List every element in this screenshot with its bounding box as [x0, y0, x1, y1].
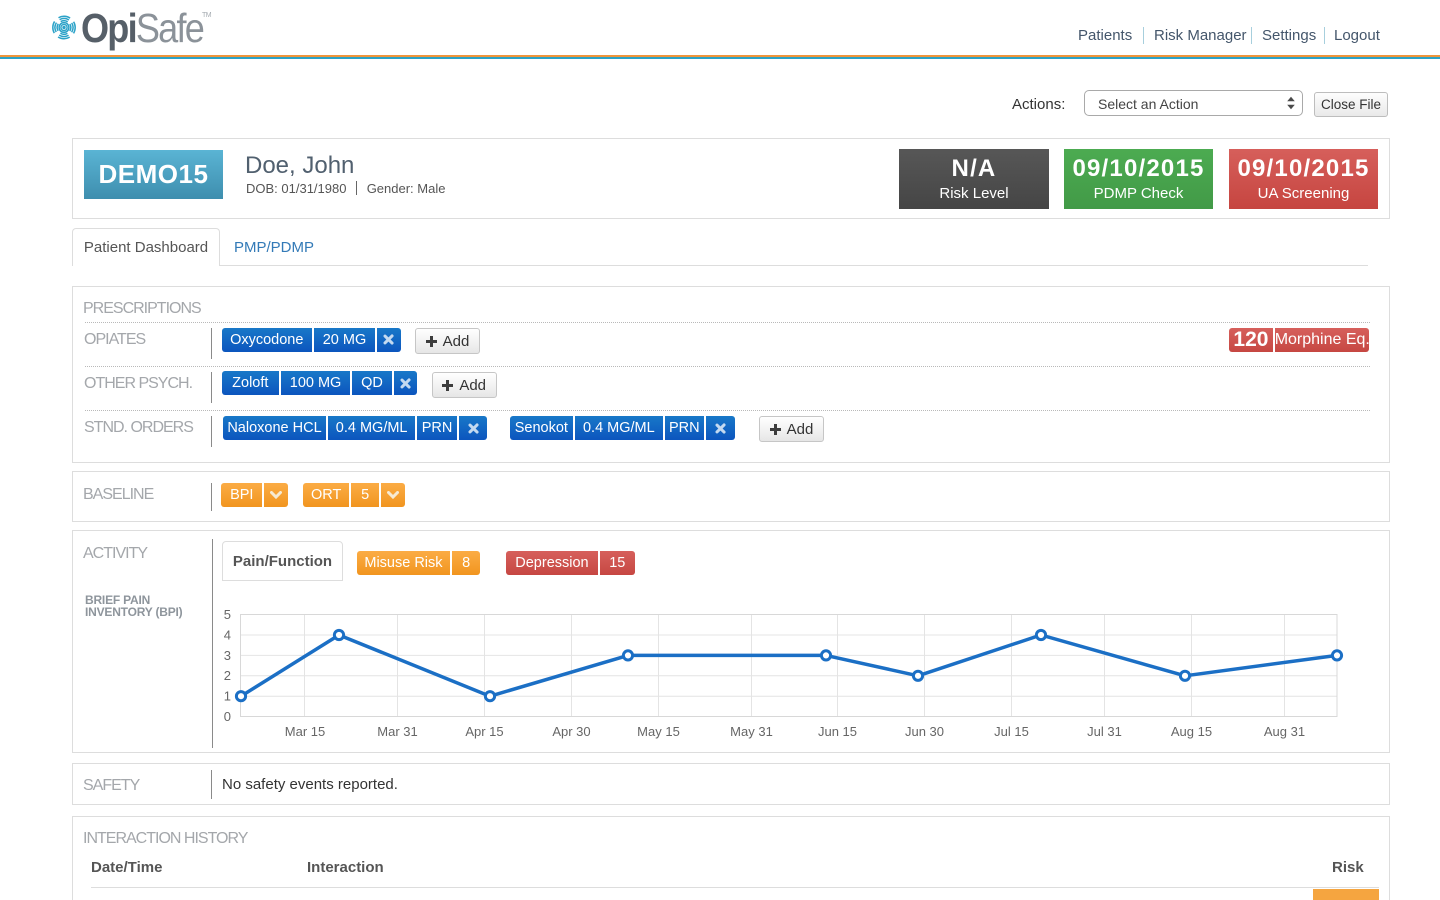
svg-text:Apr 30: Apr 30 — [552, 724, 590, 739]
svg-text:Jun 15: Jun 15 — [818, 724, 857, 739]
svg-text:May 15: May 15 — [637, 724, 680, 739]
svg-text:Jul 31: Jul 31 — [1087, 724, 1122, 739]
svg-text:Aug 31: Aug 31 — [1264, 724, 1305, 739]
svg-text:Aug 15: Aug 15 — [1171, 724, 1212, 739]
svg-text:Mar 31: Mar 31 — [377, 724, 417, 739]
svg-text:4: 4 — [224, 627, 231, 642]
svg-text:0: 0 — [224, 709, 231, 724]
svg-text:May 31: May 31 — [730, 724, 773, 739]
svg-text:2: 2 — [224, 668, 231, 683]
svg-text:Apr 15: Apr 15 — [465, 724, 503, 739]
svg-text:5: 5 — [224, 607, 231, 622]
svg-text:Jun 30: Jun 30 — [905, 724, 944, 739]
svg-text:Jul 15: Jul 15 — [994, 724, 1029, 739]
svg-text:3: 3 — [224, 648, 231, 663]
svg-text:1: 1 — [224, 689, 231, 704]
svg-text:Mar 15: Mar 15 — [285, 724, 325, 739]
